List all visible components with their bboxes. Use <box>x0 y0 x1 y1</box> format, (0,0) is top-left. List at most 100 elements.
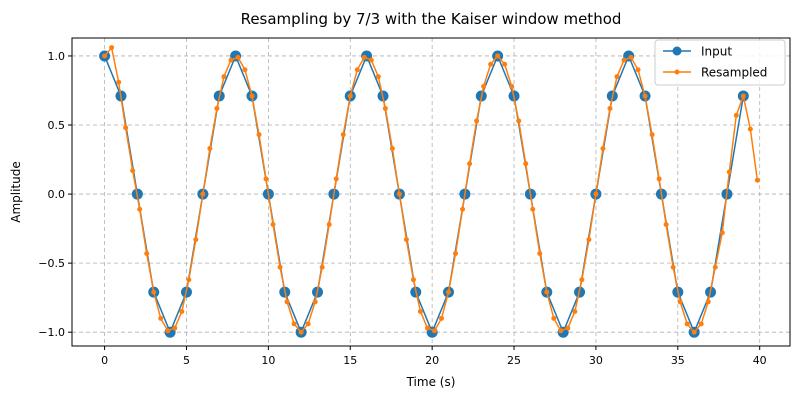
data-point-resampled <box>684 321 690 327</box>
legend-input-label: Input <box>701 45 732 59</box>
x-tick-label: 5 <box>183 354 190 367</box>
data-point-resampled <box>375 74 381 80</box>
series-layer <box>99 45 760 338</box>
data-point-resampled <box>579 277 585 283</box>
data-point-resampled <box>151 289 157 295</box>
data-point-resampled <box>137 206 143 212</box>
data-point-resampled <box>523 161 529 167</box>
data-point-resampled <box>565 325 571 331</box>
data-point-resampled <box>642 93 648 99</box>
data-point-resampled <box>116 79 122 85</box>
y-tick-label: −1.0 <box>38 326 65 339</box>
data-point-resampled <box>726 169 732 175</box>
data-point-resampled <box>754 177 760 183</box>
data-point-resampled <box>130 168 136 174</box>
data-point-resampled <box>467 161 473 167</box>
x-tick-label: 35 <box>671 354 685 367</box>
data-point-resampled <box>431 328 437 334</box>
data-point-resampled <box>621 57 627 63</box>
x-axis-label: Time (s) <box>406 375 456 389</box>
data-point-resampled <box>277 264 283 270</box>
data-point-resampled <box>733 112 739 118</box>
data-point-resampled <box>242 67 248 73</box>
data-point-resampled <box>165 328 171 334</box>
data-point-resampled <box>600 145 606 151</box>
y-axis-label: Amplitude <box>9 161 23 223</box>
x-tick-label: 30 <box>589 354 603 367</box>
data-point-resampled <box>102 53 108 59</box>
data-point-resampled <box>354 67 360 73</box>
data-point-resampled <box>186 277 192 283</box>
data-point-resampled <box>537 250 543 256</box>
data-point-resampled <box>403 237 409 243</box>
data-point-resampled <box>551 315 557 321</box>
data-point-resampled <box>123 125 129 131</box>
y-tick-label: 0.5 <box>48 119 66 132</box>
data-point-resampled <box>488 61 494 67</box>
y-tick-label: 1.0 <box>48 50 66 63</box>
data-point-resampled <box>256 132 262 138</box>
data-point-resampled <box>670 264 676 270</box>
data-point-resampled <box>144 250 150 256</box>
data-point-resampled <box>747 126 753 132</box>
data-point-resampled <box>263 176 269 182</box>
data-point-resampled <box>453 250 459 256</box>
legend-input-marker <box>672 46 682 56</box>
x-tick-label: 0 <box>101 354 108 367</box>
data-point-resampled <box>200 191 206 197</box>
data-point-resampled <box>691 329 697 335</box>
data-point-resampled <box>214 105 220 111</box>
data-point-resampled <box>326 221 332 227</box>
data-point-resampled <box>389 145 395 151</box>
data-point-resampled <box>319 264 325 270</box>
data-point-resampled <box>607 105 613 111</box>
data-point-resampled <box>719 230 725 236</box>
plot-frame <box>71 37 791 347</box>
data-point-resampled <box>410 277 416 283</box>
data-point-resampled <box>221 74 227 80</box>
data-point-resampled <box>544 289 550 295</box>
data-point-resampled <box>396 191 402 197</box>
data-point-resampled <box>586 237 592 243</box>
data-point-resampled <box>109 45 115 51</box>
data-point-resampled <box>509 83 515 89</box>
data-point-resampled <box>740 93 746 99</box>
y-tick-label: 0.0 <box>48 188 66 201</box>
data-point-resampled <box>698 321 704 327</box>
data-point-resampled <box>312 299 318 305</box>
chart-title: Resampling by 7/3 with the Kaiser window… <box>241 10 622 28</box>
data-point-resampled <box>474 118 480 124</box>
data-point-resampled <box>635 67 641 73</box>
data-point-resampled <box>417 308 423 314</box>
data-point-resampled <box>298 329 304 335</box>
data-point-resampled <box>333 176 339 182</box>
data-point-resampled <box>172 325 178 331</box>
data-point-resampled <box>712 264 718 270</box>
data-point-resampled <box>228 57 234 63</box>
data-point-resampled <box>424 325 430 331</box>
data-point-resampled <box>572 308 578 314</box>
ticks: 0 5 10 15 20 25 30 35 40 −1.0 −0.5 0.0 0.5 1.0 <box>38 50 766 367</box>
legend-resampled-marker <box>674 69 680 75</box>
x-tick-label: 25 <box>507 354 521 367</box>
data-point-resampled <box>270 221 276 227</box>
data-point-resampled <box>446 289 452 295</box>
data-point-resampled <box>677 299 683 305</box>
data-point-resampled <box>481 83 487 89</box>
data-point-resampled <box>158 315 164 321</box>
data-point-resampled <box>361 54 367 60</box>
data-point-resampled <box>284 299 290 305</box>
x-tick-label: 10 <box>261 354 275 367</box>
legend-resampled-label: Resampled <box>701 66 767 80</box>
data-point-resampled <box>439 315 445 321</box>
data-point-resampled <box>649 132 655 138</box>
data-point-resampled <box>291 321 297 327</box>
data-point-resampled <box>530 206 536 212</box>
data-point-resampled <box>249 93 255 99</box>
data-point-resampled <box>368 57 374 63</box>
data-point-resampled <box>460 206 466 212</box>
data-point-resampled <box>347 93 353 99</box>
y-tick-label: −0.5 <box>38 257 65 270</box>
data-point-resampled <box>516 118 522 124</box>
